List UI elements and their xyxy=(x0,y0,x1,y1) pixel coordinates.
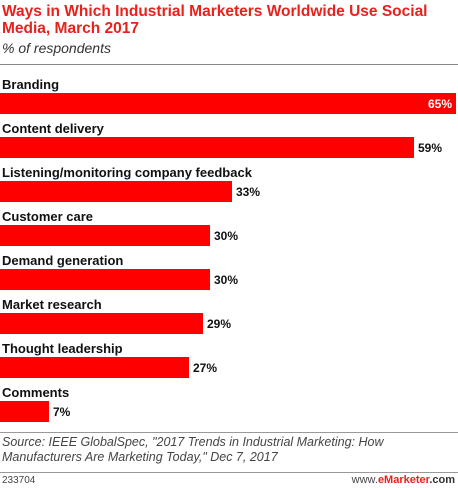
source-note: Source: IEEE GlobalSpec, "2017 Trends in… xyxy=(2,435,384,464)
value-label: 59% xyxy=(418,141,442,155)
value-label: 30% xyxy=(214,229,238,243)
bar xyxy=(0,225,210,246)
bar xyxy=(0,93,456,114)
chart-id: 233704 xyxy=(2,475,36,486)
chart-title: Ways in Which Industrial Marketers World… xyxy=(2,3,428,37)
title-divider xyxy=(0,64,458,65)
bar xyxy=(0,181,232,202)
bar xyxy=(0,401,49,422)
value-label: 27% xyxy=(193,361,217,375)
category-label: Market research xyxy=(2,297,102,312)
bar xyxy=(0,269,210,290)
category-label: Customer care xyxy=(2,209,93,224)
brand-name: eMarketer xyxy=(377,474,430,486)
value-label: 7% xyxy=(53,405,71,419)
category-label: Comments xyxy=(2,385,69,400)
category-label: Branding xyxy=(2,77,59,92)
category-label: Thought leadership xyxy=(2,341,123,356)
brand-suffix: .com xyxy=(429,474,455,486)
value-label: 65% xyxy=(428,97,452,111)
source-divider xyxy=(0,432,458,433)
category-label: Demand generation xyxy=(2,253,123,268)
chart-subtitle: % of respondents xyxy=(2,40,111,56)
bar-chart: Branding 65% Content delivery 59% Listening/… xyxy=(0,77,456,422)
bar xyxy=(0,137,414,158)
brand-prefix: www. xyxy=(351,474,378,486)
footer-divider xyxy=(0,472,458,473)
category-label: Content delivery xyxy=(2,121,105,136)
value-label: 30% xyxy=(214,273,238,287)
category-label: Listening/monitoring company feedback xyxy=(2,165,253,180)
value-label: 29% xyxy=(207,317,231,331)
bar xyxy=(0,313,203,334)
brand-logo: www.eMarketer.com xyxy=(352,474,455,486)
value-label: 33% xyxy=(236,185,260,199)
bar xyxy=(0,357,189,378)
